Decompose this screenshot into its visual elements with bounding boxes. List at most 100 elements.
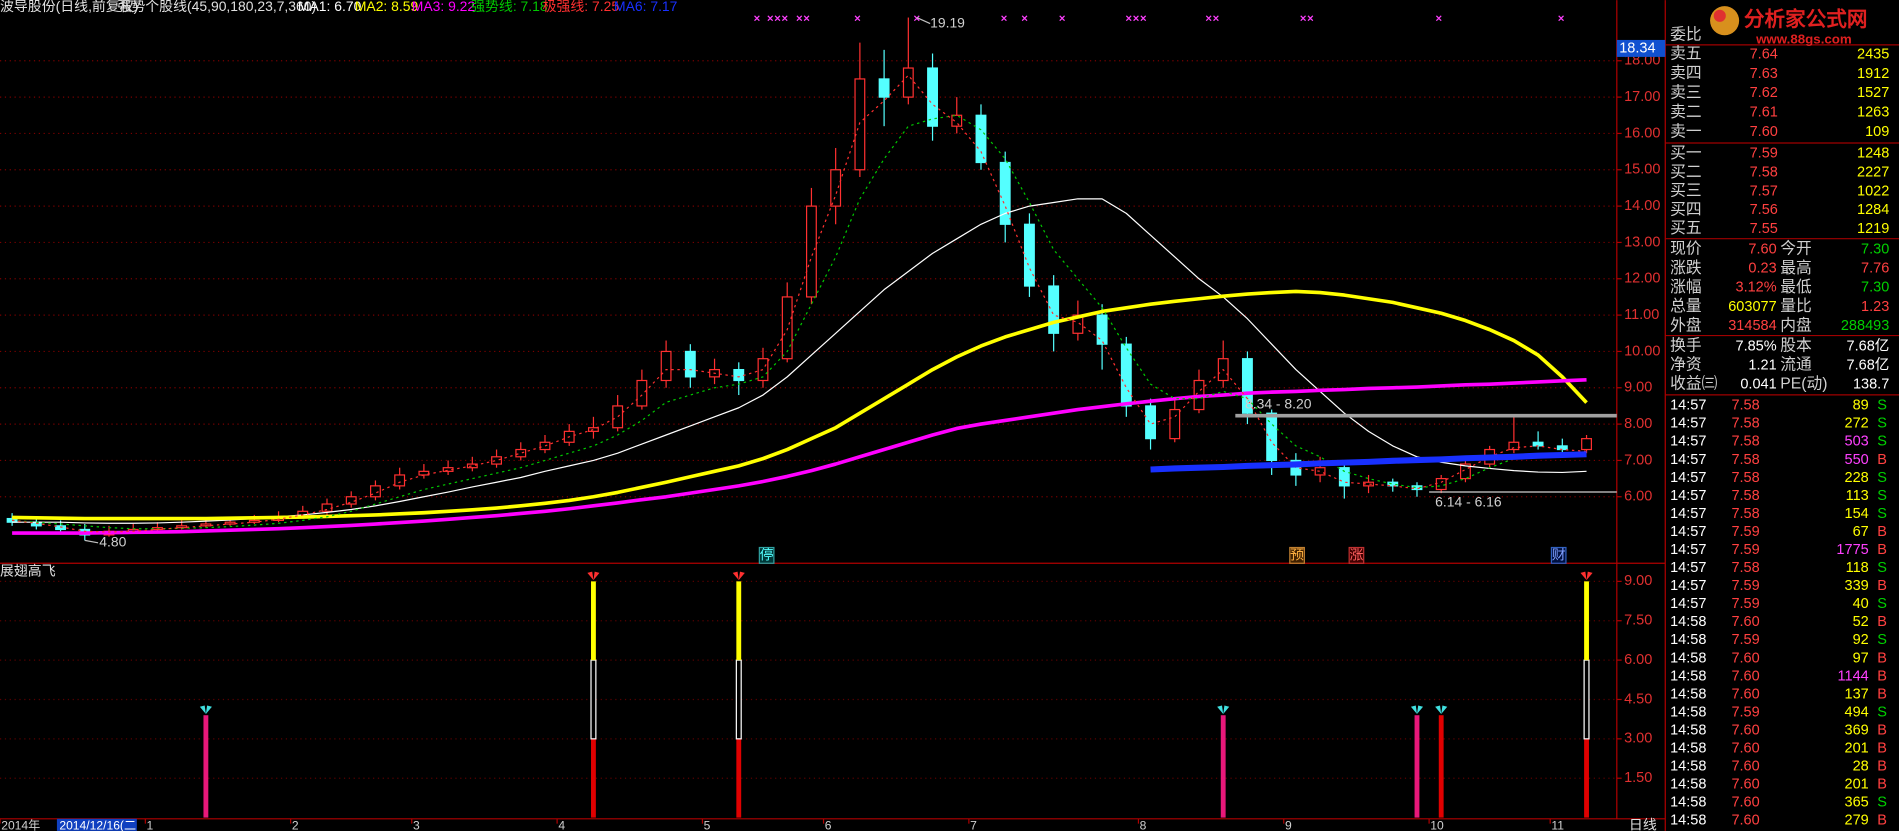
event-marker-box	[1348, 546, 1365, 564]
candle-body	[1145, 405, 1156, 440]
legend-entry: 强势线: 7.18	[471, 0, 548, 14]
y-tick-label: 7.50	[1624, 613, 1652, 629]
ma-line	[12, 74, 1587, 533]
logo-icon	[1713, 9, 1726, 22]
signal-bar	[591, 738, 596, 818]
candle-body	[636, 379, 648, 407]
tick-price: 7.58	[1731, 488, 1759, 504]
tick-side: B	[1877, 759, 1887, 775]
signal-icon	[1580, 571, 1593, 581]
tick-time: 14:57	[1670, 488, 1706, 504]
legend-entry: MA6: 7.17	[614, 0, 678, 14]
quote-value: 288493	[1841, 318, 1889, 334]
tick-side: S	[1877, 488, 1887, 504]
signal-bar	[736, 581, 742, 661]
fundamental-label: 换手	[1670, 337, 1701, 355]
signal-bar	[1438, 715, 1444, 818]
quote-label: 今开	[1780, 240, 1811, 258]
tick-time: 14:57	[1670, 560, 1706, 576]
quote-value: 7.30	[1861, 280, 1889, 296]
candle-body	[466, 463, 478, 469]
tick-volume: 1775	[1836, 542, 1868, 558]
x-tick-label: 5	[704, 818, 711, 831]
tick-time: 14:58	[1670, 795, 1706, 811]
signal-bar	[590, 659, 597, 740]
tick-side: S	[1877, 398, 1887, 414]
x-tick-label: 10	[1430, 818, 1444, 831]
tick-price: 7.59	[1731, 596, 1759, 612]
y-tick-label: 8.00	[1624, 416, 1652, 432]
y-tick-label: 6.00	[1624, 489, 1652, 505]
fundamental-label: 流通	[1780, 356, 1812, 374]
fundamental-label: PE(动)	[1780, 375, 1827, 393]
event-markers: 停 预 涨 财	[758, 546, 1567, 564]
tick-price: 7.60	[1731, 759, 1759, 775]
order-price: 7.55	[1750, 221, 1778, 237]
fundamental-label: 收益㈢	[1670, 375, 1717, 393]
candle-body	[660, 350, 672, 382]
order-volume: 1527	[1857, 85, 1889, 101]
candle-body	[1314, 467, 1326, 476]
fundamental-value: 0.041	[1740, 376, 1776, 392]
fundamental-label: 股本	[1780, 337, 1812, 355]
tick-time: 14:58	[1670, 777, 1706, 793]
tick-price: 7.60	[1731, 741, 1759, 757]
quote-label: 量比	[1780, 297, 1811, 315]
x-tick-label: 9	[1285, 818, 1292, 831]
tick-volume: 201	[1845, 777, 1869, 793]
indicator-title: 展翅高飞	[0, 562, 56, 578]
tick-time: 14:57	[1670, 416, 1706, 432]
signal-bar	[591, 581, 596, 661]
tick-side: S	[1877, 416, 1887, 432]
order-volume: 1263	[1857, 105, 1889, 121]
y-tick-label: 10.00	[1624, 343, 1660, 359]
quote-value: 7.60	[1748, 241, 1776, 257]
candle-body	[369, 485, 381, 498]
x-tick-label: 4	[558, 818, 565, 831]
signal-icon	[1410, 705, 1424, 715]
tick-side: B	[1877, 722, 1887, 738]
y-tick-label: 7.00	[1624, 452, 1652, 468]
candle-body	[1387, 481, 1399, 487]
candle-body	[321, 503, 333, 512]
tick-volume: 118	[1846, 560, 1869, 576]
tick-side: B	[1877, 578, 1887, 594]
tick-volume: 228	[1845, 470, 1869, 486]
x-tick-label: 8	[1140, 818, 1147, 831]
tick-side: B	[1877, 524, 1887, 540]
candle-body	[1459, 463, 1471, 480]
order-price: 7.57	[1750, 183, 1778, 199]
candles	[6, 17, 1592, 541]
fundamental-value: 7.85%	[1736, 338, 1777, 354]
candle-body	[539, 441, 551, 451]
signal-icon	[732, 571, 745, 581]
y-tick-label: 1.50	[1624, 770, 1652, 786]
y-tick-label: 4.50	[1624, 691, 1652, 707]
tick-side: B	[1877, 813, 1887, 829]
event-marker: 财	[1552, 547, 1566, 563]
tick-volume: 92	[1853, 632, 1869, 648]
annotation-leader	[916, 16, 931, 25]
order-price: 7.60	[1750, 124, 1778, 140]
y-tick-label: 11.00	[1624, 307, 1659, 323]
order-level: 卖五	[1670, 45, 1701, 63]
tick-volume: 550	[1845, 452, 1869, 468]
order-price: 7.56	[1750, 202, 1778, 218]
tick-price: 7.58	[1731, 470, 1759, 486]
tick-price: 7.59	[1731, 632, 1759, 648]
candle-body	[1290, 459, 1302, 476]
panel-separators	[1665, 44, 1899, 396]
tick-price: 7.58	[1731, 434, 1759, 450]
annotation-label: 4.80	[99, 533, 126, 549]
y-tick-label: 12.00	[1624, 271, 1660, 287]
candle-body	[1241, 358, 1253, 414]
legend-entry: MA1: 6.70	[298, 0, 362, 14]
order-level: 买一	[1670, 144, 1702, 162]
tick-side: B	[1877, 668, 1887, 684]
tick-time: 14:58	[1670, 759, 1706, 775]
tick-side: S	[1877, 704, 1887, 720]
cursor-price-box	[1616, 39, 1666, 57]
tick-time: 14:57	[1670, 452, 1706, 468]
period-label: 日线	[1629, 817, 1657, 831]
